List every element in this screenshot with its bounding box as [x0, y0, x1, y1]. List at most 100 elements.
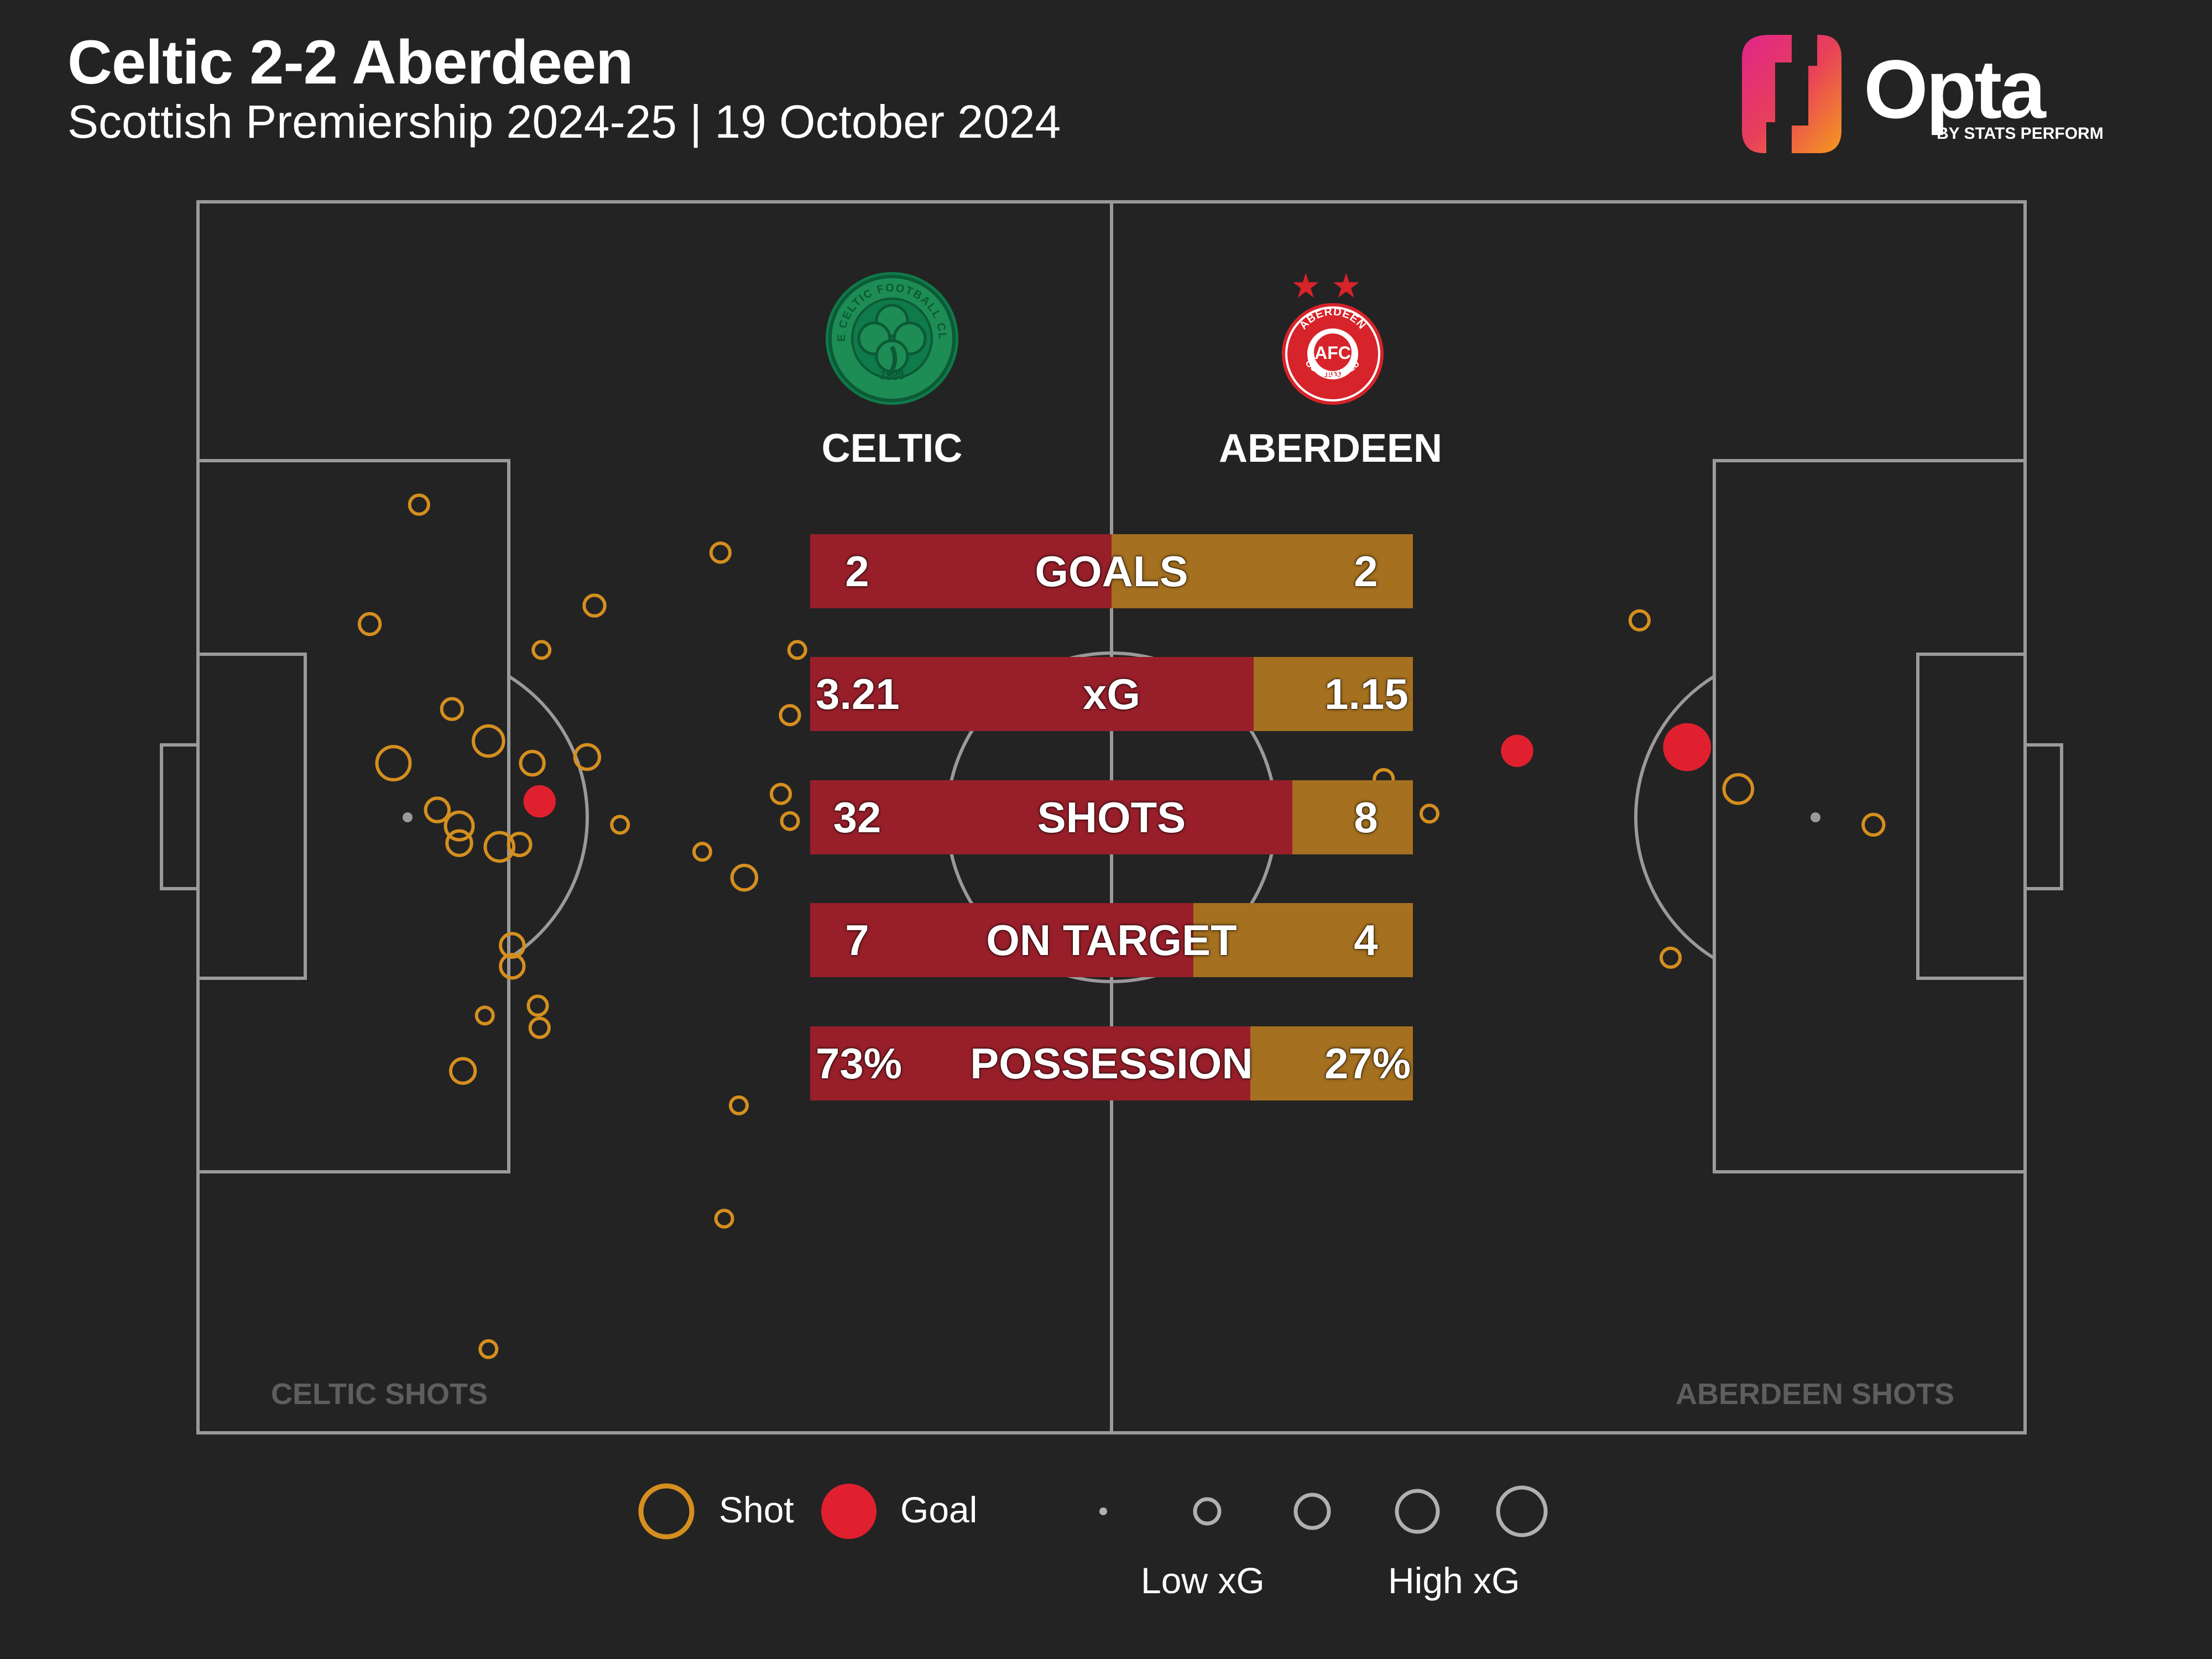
stat-row: 3.21 xG 1.15 [810, 657, 1413, 731]
stat-row: 32 SHOTS 8 [810, 780, 1413, 854]
away-stat-value: 27% [1324, 1039, 1411, 1088]
home-shot-marker [526, 994, 549, 1017]
home-stat-value: 32 [833, 793, 881, 842]
home-goal-marker [523, 785, 556, 818]
home-shot-marker [779, 704, 801, 727]
home-shot-marker [573, 743, 602, 771]
away-goal-marker [1663, 723, 1712, 771]
opta-logo-icon [1742, 30, 1841, 158]
home-shot-marker [730, 863, 759, 892]
home-stat-bar [810, 780, 1292, 854]
away-shot-marker [1659, 946, 1682, 969]
away-goal-marker [1501, 734, 1533, 768]
away-stat-bar [1292, 780, 1413, 854]
legend-shot-label: Shot [719, 1489, 794, 1530]
pitch-lines [160, 200, 2063, 1434]
legend-goal-label: Goal [900, 1489, 978, 1530]
home-shot-marker [787, 640, 807, 660]
left-goal [160, 743, 200, 890]
home-shot-marker [507, 832, 533, 857]
home-shot-marker [769, 782, 792, 805]
right-goal [2023, 743, 2063, 890]
celtic-crest-icon: THE CELTIC FOOTBALL CLUB 1888 [823, 269, 958, 405]
home-shot-marker [528, 1016, 551, 1039]
home-team-name: CELTIC [821, 426, 963, 471]
stat-row: 73% POSSESSION 27% [810, 1026, 1413, 1100]
away-stat-bar [1193, 903, 1413, 977]
home-shot-marker [729, 1095, 749, 1115]
away-stat-bar [1254, 657, 1413, 731]
home-stat-value: 3.21 [816, 670, 900, 718]
page-title: Celtic 2-2 Aberdeen [67, 28, 634, 97]
stat-label: xG [1082, 670, 1141, 718]
home-shot-marker [474, 1005, 495, 1026]
home-shot-marker [444, 810, 475, 842]
page-subtitle: Scottish Premiership 2024-25 | 19 Octobe… [67, 96, 1061, 148]
away-stat-bar [1112, 534, 1413, 608]
aberdeen-crest-badge: AFC [1314, 343, 1351, 363]
away-stat-value: 1.15 [1324, 670, 1408, 718]
home-shot-marker [375, 745, 412, 782]
shots-layer [357, 493, 1886, 1359]
opta-wordmark: Opta [1864, 43, 2046, 135]
home-stat-bar [810, 657, 1254, 731]
away-stat-value: 2 [1354, 547, 1378, 596]
home-stat-bar [810, 903, 1193, 977]
opta-tagline: BY STATS PERFORM [1937, 124, 2104, 143]
right-penalty-arc [1634, 675, 1715, 960]
home-shot-marker [780, 811, 800, 831]
home-stat-value: 73% [816, 1039, 902, 1088]
opta-logo: Opta BY STATS PERFORM [1736, 30, 2104, 158]
home-stat-bar [810, 534, 1112, 608]
home-shot-marker [478, 1339, 499, 1359]
home-shot-marker [610, 815, 630, 835]
home-shot-marker [582, 593, 607, 618]
aberdeen-crest-icon: AFC 1903 ABERDEEN FOOTBALL CLUB [1280, 269, 1384, 405]
legend-high-xg-label: High xG [1388, 1560, 1520, 1601]
home-shot-marker [499, 953, 526, 980]
away-stat-bar [1250, 1026, 1413, 1100]
home-stat-value: 2 [845, 547, 869, 596]
home-shot-marker [483, 831, 516, 863]
right-six-yard-box [1916, 653, 2027, 980]
home-shot-marker [472, 724, 505, 758]
stat-label: POSSESSION [970, 1039, 1253, 1088]
away-shot-marker [1628, 609, 1651, 632]
home-shot-marker [424, 796, 451, 823]
away-stat-value: 4 [1354, 916, 1378, 964]
home-shot-marker [519, 749, 546, 777]
left-penalty-spot [403, 812, 413, 822]
home-shot-marker [440, 697, 464, 721]
home-stat-value: 7 [845, 916, 869, 964]
home-shot-marker [531, 640, 552, 660]
away-shot-marker [1861, 812, 1886, 837]
home-shot-marker [448, 1057, 477, 1085]
stat-row: 2 GOALS 2 [810, 534, 1413, 608]
away-shot-marker [1722, 773, 1755, 805]
stat-label: GOALS [1035, 547, 1188, 596]
away-shot-marker [1419, 804, 1439, 824]
left-six-yard-box [196, 653, 307, 980]
away-stat-value: 8 [1354, 793, 1378, 842]
home-shot-marker [408, 493, 430, 516]
home-shot-marker [499, 932, 526, 959]
home-shot-marker [714, 1208, 734, 1229]
away-team-name: ABERDEEN [1218, 426, 1443, 471]
away-shots-label: ABERDEEN SHOTS [1676, 1378, 1955, 1411]
home-shot-marker [445, 829, 473, 857]
stat-label: ON TARGET [986, 916, 1237, 964]
stat-row: 7 ON TARGET 4 [810, 903, 1413, 977]
stat-label: SHOTS [1037, 793, 1186, 842]
aberdeen-crest-year: 1903 [1324, 370, 1341, 379]
left-penalty-area [196, 459, 510, 1173]
home-shot-marker [709, 541, 732, 564]
home-shot-marker [357, 612, 382, 637]
home-shot-marker [692, 842, 712, 862]
right-penalty-spot [1811, 812, 1820, 822]
legend-low-xg-label: Low xG [1141, 1560, 1265, 1601]
home-stat-bar [810, 1026, 1250, 1100]
home-shots-label: CELTIC SHOTS [271, 1378, 488, 1411]
left-penalty-arc [508, 675, 589, 960]
